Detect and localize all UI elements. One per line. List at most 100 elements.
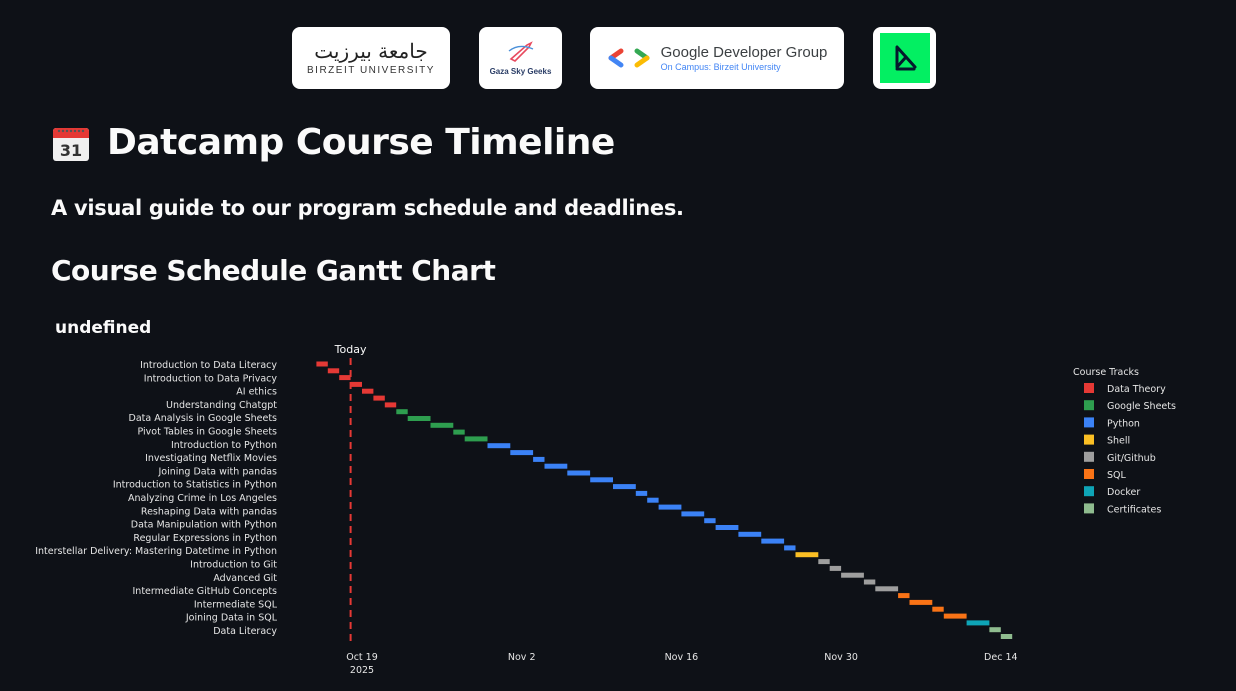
legend-item[interactable]: Git/Github	[1084, 451, 1156, 464]
legend-item[interactable]: Python	[1084, 417, 1140, 429]
gantt-bar[interactable]	[453, 429, 465, 435]
legend-item[interactable]: Data Theory	[1084, 383, 1166, 395]
birzeit-university-logo: جامعة بيرزيت BIRZEIT UNIVERSITY	[292, 27, 450, 89]
svg-text:31: 31	[60, 141, 82, 160]
y-axis-label: Joining Data in SQL	[185, 613, 278, 624]
page-subtitle: A visual guide to our program schedule a…	[51, 196, 684, 220]
legend-label: Docker	[1107, 487, 1140, 498]
y-axis-label: Introduction to Data Literacy	[140, 360, 277, 371]
gdg-title: Google Developer Group	[660, 44, 828, 61]
y-axis-label: Interstellar Delivery: Mastering Datetim…	[35, 546, 277, 557]
legend-swatch	[1084, 434, 1094, 445]
x-tick-label: Dec 14	[984, 652, 1018, 663]
gantt-bar[interactable]	[829, 565, 842, 571]
gantt-bar[interactable]	[966, 620, 990, 626]
gantt-bar[interactable]	[818, 559, 830, 565]
legend-item[interactable]: Shell	[1084, 434, 1130, 447]
legend-label: Data Theory	[1107, 384, 1166, 395]
legend-label: SQL	[1107, 470, 1127, 481]
y-axis-label: Intermediate SQL	[194, 599, 278, 610]
y-axis-label: Understanding Chatgpt	[166, 400, 277, 411]
gantt-bar[interactable]	[567, 470, 591, 476]
gantt-bar[interactable]	[316, 361, 328, 367]
gantt-bar[interactable]	[362, 388, 374, 394]
x-tick-label: Nov 16	[665, 652, 699, 663]
legend-swatch	[1084, 503, 1094, 514]
gantt-bar[interactable]	[487, 443, 511, 449]
y-axis-label: Investigating Netflix Movies	[145, 453, 277, 464]
y-axis-labels: Introduction to Data Literacy Introductio…	[35, 360, 277, 637]
gantt-bar[interactable]	[1000, 634, 1013, 639]
y-axis-label: Joining Data with pandas	[157, 466, 277, 477]
y-axis-label: Introduction to Statistics in Python	[113, 480, 277, 491]
gdg-brackets-icon	[608, 48, 650, 68]
legend-label: Certificates	[1107, 504, 1161, 515]
legend-label: Shell	[1107, 436, 1130, 447]
gantt-bar[interactable]	[898, 593, 910, 599]
birzeit-arabic-name: جامعة بيرزيت	[314, 39, 428, 63]
y-axis-label: Analyzing Crime in Los Angeles	[128, 493, 277, 504]
gantt-bar[interactable]	[590, 477, 613, 483]
page-title-row: 31 Datcamp Course Timeline	[51, 122, 615, 163]
legend-swatch	[1084, 451, 1094, 462]
gantt-bar[interactable]	[339, 375, 351, 381]
chart-bars	[316, 361, 1013, 639]
gantt-bar[interactable]	[761, 538, 785, 544]
legend-item[interactable]: SQL	[1084, 469, 1127, 481]
gantt-bar[interactable]	[795, 552, 819, 558]
legend-swatch	[1084, 417, 1094, 428]
y-axis-label: Intermediate GitHub Concepts	[133, 586, 278, 597]
gantt-bar[interactable]	[863, 579, 876, 585]
legend-swatch	[1084, 383, 1094, 393]
datacamp-logo	[873, 27, 936, 89]
datacamp-logo-icon	[895, 45, 916, 71]
gantt-bar[interactable]	[943, 613, 967, 619]
gantt-bar[interactable]	[510, 450, 534, 456]
y-axis-label: Pivot Tables in Google Sheets	[138, 427, 278, 438]
gantt-bar[interactable]	[533, 456, 545, 462]
gantt-bar[interactable]	[681, 511, 705, 517]
gantt-bar[interactable]	[784, 545, 796, 551]
legend-item[interactable]: Google Sheets	[1084, 400, 1176, 412]
section-heading: Course Schedule Gantt Chart	[51, 254, 496, 287]
gantt-bar[interactable]	[373, 395, 385, 401]
gantt-bar[interactable]	[384, 402, 397, 408]
legend-label: Python	[1107, 418, 1140, 429]
legend-item[interactable]: Certificates	[1084, 503, 1161, 515]
today-marker: Today	[334, 343, 367, 645]
gantt-bar[interactable]	[704, 518, 716, 524]
legend-label: Google Sheets	[1107, 401, 1176, 412]
legend-swatch	[1084, 400, 1094, 411]
gantt-bar[interactable]	[841, 572, 864, 578]
gantt-bar[interactable]	[430, 422, 454, 428]
legend-swatch	[1084, 486, 1094, 497]
gantt-chart[interactable]: undefined Introduction to Data LiteracyI…	[0, 300, 1236, 691]
gantt-bar[interactable]	[407, 416, 431, 421]
gantt-bar[interactable]	[909, 599, 933, 605]
gantt-bar[interactable]	[464, 436, 488, 442]
gantt-bar[interactable]	[327, 368, 340, 374]
x-axis-ticks: Oct 19 2025 Nov 2 Nov 16 Nov 30 Dec 14	[346, 652, 1017, 676]
gantt-bar[interactable]	[396, 409, 408, 415]
gantt-bar[interactable]	[989, 627, 1001, 633]
gantt-bar[interactable]	[658, 504, 682, 510]
gantt-bar[interactable]	[350, 381, 362, 387]
rocket-icon	[508, 40, 533, 62]
y-axis-label: Data Manipulation with Python	[131, 520, 277, 531]
x-tick-label: Nov 30	[824, 652, 858, 663]
gantt-bar[interactable]	[715, 525, 739, 530]
legend-label: Git/Github	[1107, 453, 1156, 464]
gantt-bar[interactable]	[613, 484, 636, 490]
gantt-bar[interactable]	[635, 490, 648, 496]
gantt-bar[interactable]	[932, 606, 944, 612]
gantt-bar[interactable]	[875, 586, 899, 592]
y-axis-label: Introduction to Git	[190, 560, 277, 571]
x-tick-label: Nov 2	[508, 652, 536, 663]
y-axis-label: Reshaping Data with pandas	[141, 506, 277, 517]
y-axis-label: Data Analysis in Google Sheets	[129, 413, 278, 424]
chart-title: undefined	[55, 318, 151, 338]
gantt-bar[interactable]	[738, 531, 762, 537]
gantt-bar[interactable]	[647, 497, 659, 503]
gantt-bar[interactable]	[544, 463, 568, 469]
legend-item[interactable]: Docker	[1084, 486, 1140, 498]
